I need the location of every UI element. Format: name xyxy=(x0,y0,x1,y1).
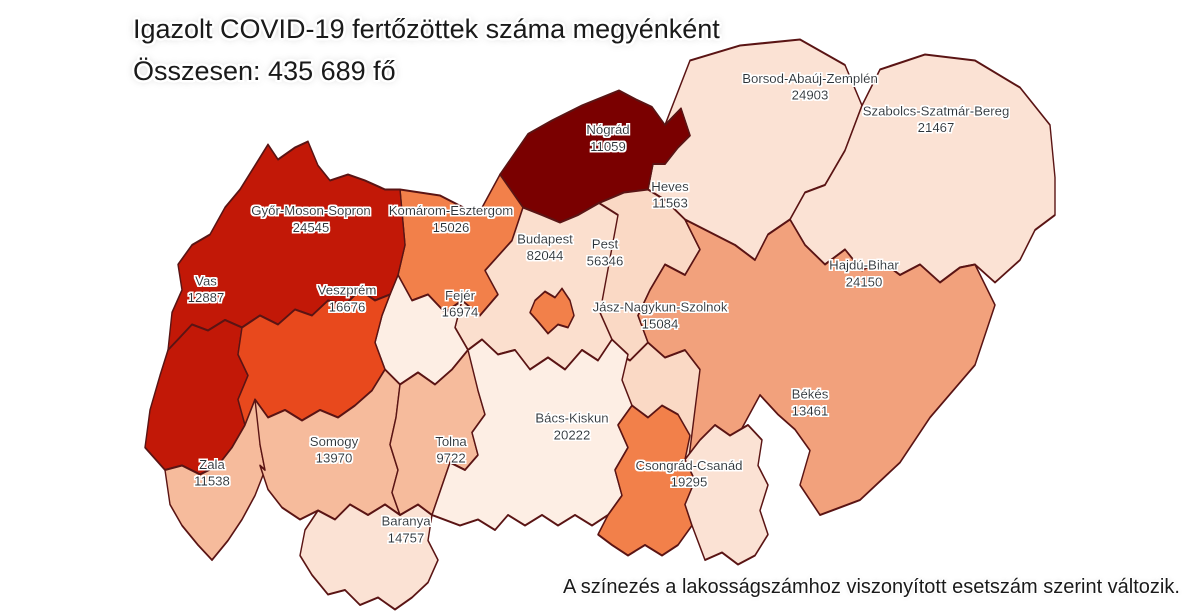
svg-text:15026: 15026 xyxy=(433,220,470,235)
svg-text:Pest: Pest xyxy=(592,237,619,252)
svg-text:19295: 19295 xyxy=(671,475,708,490)
svg-text:13970: 13970 xyxy=(316,451,353,466)
svg-text:20222: 20222 xyxy=(554,428,591,443)
svg-text:15084: 15084 xyxy=(642,316,679,331)
svg-text:Budapest: Budapest xyxy=(517,231,573,246)
svg-text:Somogy: Somogy xyxy=(310,434,359,449)
svg-text:Jász-Nagykun-Szolnok: Jász-Nagykun-Szolnok xyxy=(593,300,728,315)
svg-text:Zala: Zala xyxy=(199,457,225,472)
svg-text:Heves: Heves xyxy=(651,179,689,194)
svg-text:14757: 14757 xyxy=(388,530,425,545)
svg-text:Békés: Békés xyxy=(792,387,829,402)
svg-text:82044: 82044 xyxy=(527,248,564,263)
svg-text:11563: 11563 xyxy=(652,196,688,211)
svg-text:Nógrád: Nógrád xyxy=(586,122,629,137)
svg-text:24903: 24903 xyxy=(792,88,829,103)
svg-text:11059: 11059 xyxy=(590,139,626,154)
svg-text:16676: 16676 xyxy=(329,300,366,315)
svg-text:Tolna: Tolna xyxy=(435,434,467,449)
svg-text:Baranya: Baranya xyxy=(381,514,431,529)
svg-text:9722: 9722 xyxy=(436,451,465,466)
svg-text:21467: 21467 xyxy=(918,120,955,135)
svg-text:Borsod-Abaúj-Zemplén: Borsod-Abaúj-Zemplén xyxy=(742,71,878,86)
svg-text:Veszprém: Veszprém xyxy=(318,283,377,298)
svg-text:24545: 24545 xyxy=(293,220,330,235)
svg-text:13461: 13461 xyxy=(792,403,829,418)
svg-text:Bács-Kiskun: Bács-Kiskun xyxy=(535,411,608,426)
svg-text:Csongrád-Csanád: Csongrád-Csanád xyxy=(635,458,742,473)
svg-text:24150: 24150 xyxy=(846,274,883,289)
svg-text:Hajdú-Bihar: Hajdú-Bihar xyxy=(829,258,899,273)
svg-text:12887: 12887 xyxy=(188,290,225,305)
svg-text:16974: 16974 xyxy=(442,305,479,320)
svg-text:Szabolcs-Szatmár-Bereg: Szabolcs-Szatmár-Bereg xyxy=(863,103,1010,118)
svg-text:Fejér: Fejér xyxy=(445,288,476,303)
svg-text:56346: 56346 xyxy=(587,253,624,268)
svg-text:Győr-Moson-Sopron: Győr-Moson-Sopron xyxy=(251,203,370,218)
svg-text:Vas: Vas xyxy=(195,273,217,288)
svg-text:Komárom-Esztergom: Komárom-Esztergom xyxy=(389,203,514,218)
svg-text:11538: 11538 xyxy=(194,474,230,489)
